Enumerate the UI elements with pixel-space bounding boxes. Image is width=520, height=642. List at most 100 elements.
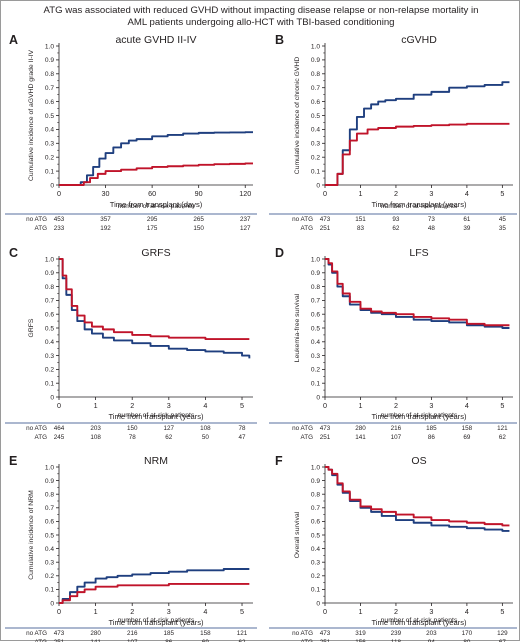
- risk-value: 107: [391, 434, 402, 441]
- y-tick-label: 0.2: [45, 573, 54, 580]
- risk-value: 62: [499, 434, 507, 441]
- risk-value: 127: [164, 425, 175, 432]
- risk-value: 47: [239, 434, 247, 441]
- risk-table-header: number of at-risk patients: [381, 617, 458, 624]
- y-tick-label: 0.3: [45, 560, 54, 567]
- panel-c: C GRFS 0 0.1 0.2 0.3 0.4 0.5 0.6 0.7 0.8 0.9 1.0 0 1 2 3…: [5, 246, 257, 441]
- x-tick-label: 4: [203, 607, 207, 616]
- y-tick-label: 0.9: [311, 270, 320, 277]
- risk-row-label: ATG: [35, 225, 48, 232]
- y-tick-label: 0.6: [45, 519, 54, 526]
- y-axis-label: Cumulative incidence of aGVHD grade II-I…: [28, 49, 35, 181]
- y-tick-label: 0.7: [311, 505, 320, 512]
- y-tick-label: 0.3: [311, 560, 320, 567]
- y-tick-label: 0.4: [45, 127, 54, 134]
- y-tick-label: 0.9: [311, 478, 320, 485]
- risk-value: 216: [127, 630, 138, 637]
- x-tick-label: 3: [429, 401, 433, 410]
- x-tick-label: 5: [500, 607, 504, 616]
- panel-letter: D: [275, 246, 284, 260]
- risk-value: 61: [463, 216, 471, 223]
- x-tick-label: 0: [57, 401, 61, 410]
- y-tick-label: 0.9: [311, 57, 320, 64]
- y-tick-label: 0: [50, 182, 54, 189]
- series-line-atg: [325, 466, 510, 527]
- x-tick-label: 0: [323, 189, 327, 198]
- risk-value: 295: [147, 216, 158, 223]
- y-tick-label: 0.1: [45, 587, 54, 594]
- risk-value: 108: [90, 434, 101, 441]
- x-tick-label: 30: [102, 189, 110, 198]
- risk-value: 141: [355, 434, 366, 441]
- risk-value: 265: [193, 216, 204, 223]
- y-tick-label: 0.3: [45, 141, 54, 148]
- x-tick-label: 1: [358, 189, 362, 198]
- risk-value: 69: [463, 434, 471, 441]
- x-tick-label: 1: [358, 607, 362, 616]
- x-tick-label: 4: [465, 401, 469, 410]
- y-tick-label: 0.7: [311, 298, 320, 305]
- risk-value: 473: [54, 630, 65, 637]
- x-tick-label: 90: [195, 189, 203, 198]
- x-tick-label: 4: [203, 401, 207, 410]
- y-tick-label: 0.8: [45, 492, 54, 499]
- risk-value: 86: [428, 434, 436, 441]
- y-tick-label: 0.2: [45, 367, 54, 374]
- x-axis-label: Time from transplant (years): [371, 412, 467, 421]
- risk-value: 150: [127, 425, 138, 432]
- risk-row-label: ATG: [301, 434, 314, 441]
- x-tick-label: 2: [130, 607, 134, 616]
- x-tick-label: 3: [429, 607, 433, 616]
- risk-table-header: number of at-risk patients: [118, 203, 195, 210]
- panel-f: F OS 0 0.1 0.2 0.3 0.4 0.5 0.6 0.7 0.8 0.9 1.0 0 1 2 3 4 5…: [269, 454, 517, 642]
- series-line-no-atg: [59, 131, 253, 186]
- y-tick-label: 0.9: [45, 57, 54, 64]
- risk-value: 150: [193, 225, 204, 232]
- x-tick-label: 3: [167, 607, 171, 616]
- series-line-no-atg: [59, 568, 250, 604]
- risk-value: 45: [499, 216, 507, 223]
- risk-value: 158: [200, 630, 211, 637]
- y-tick-label: 0.6: [311, 99, 320, 106]
- x-tick-label: 1: [94, 607, 98, 616]
- risk-value: 203: [426, 630, 437, 637]
- y-tick-label: 0.2: [311, 573, 320, 580]
- y-axis-label: GRFS: [28, 318, 35, 337]
- y-tick-label: 1.0: [45, 464, 54, 471]
- x-tick-label: 0: [323, 401, 327, 410]
- risk-table-header: number of at-risk patients: [118, 412, 195, 419]
- risk-value: 192: [100, 225, 111, 232]
- risk-value: 78: [129, 434, 137, 441]
- y-tick-label: 0.4: [45, 546, 54, 553]
- y-tick-label: 1.0: [311, 43, 320, 50]
- y-tick-label: 0.1: [311, 587, 320, 594]
- x-tick-label: 120: [239, 189, 251, 198]
- panel-title: GRFS: [141, 247, 170, 259]
- y-tick-label: 0.7: [311, 85, 320, 92]
- y-tick-label: 0.4: [311, 127, 320, 134]
- y-tick-label: 0.5: [45, 113, 54, 120]
- risk-value: 245: [54, 434, 65, 441]
- y-tick-label: 0.3: [311, 141, 320, 148]
- x-tick-label: 4: [465, 189, 469, 198]
- x-tick-label: 3: [429, 189, 433, 198]
- y-tick-label: 0.5: [311, 325, 320, 332]
- risk-value: 357: [100, 216, 111, 223]
- risk-value: 78: [239, 425, 247, 432]
- risk-value: 108: [200, 425, 211, 432]
- series-line-no-atg: [59, 258, 251, 359]
- risk-row-label: ATG: [35, 434, 48, 441]
- risk-value: 50: [202, 434, 210, 441]
- y-axis-label: Leukemia-free survival: [294, 293, 301, 362]
- y-tick-label: 1.0: [311, 256, 320, 263]
- risk-value: 48: [428, 225, 436, 232]
- x-tick-label: 0: [57, 607, 61, 616]
- y-tick-label: 0.8: [311, 492, 320, 499]
- panel-letter: B: [275, 33, 284, 47]
- risk-row-label: ATG: [301, 225, 314, 232]
- y-tick-label: 0.9: [45, 478, 54, 485]
- series-line-atg: [59, 258, 250, 340]
- y-tick-label: 0.1: [311, 168, 320, 175]
- risk-value: 473: [320, 630, 331, 637]
